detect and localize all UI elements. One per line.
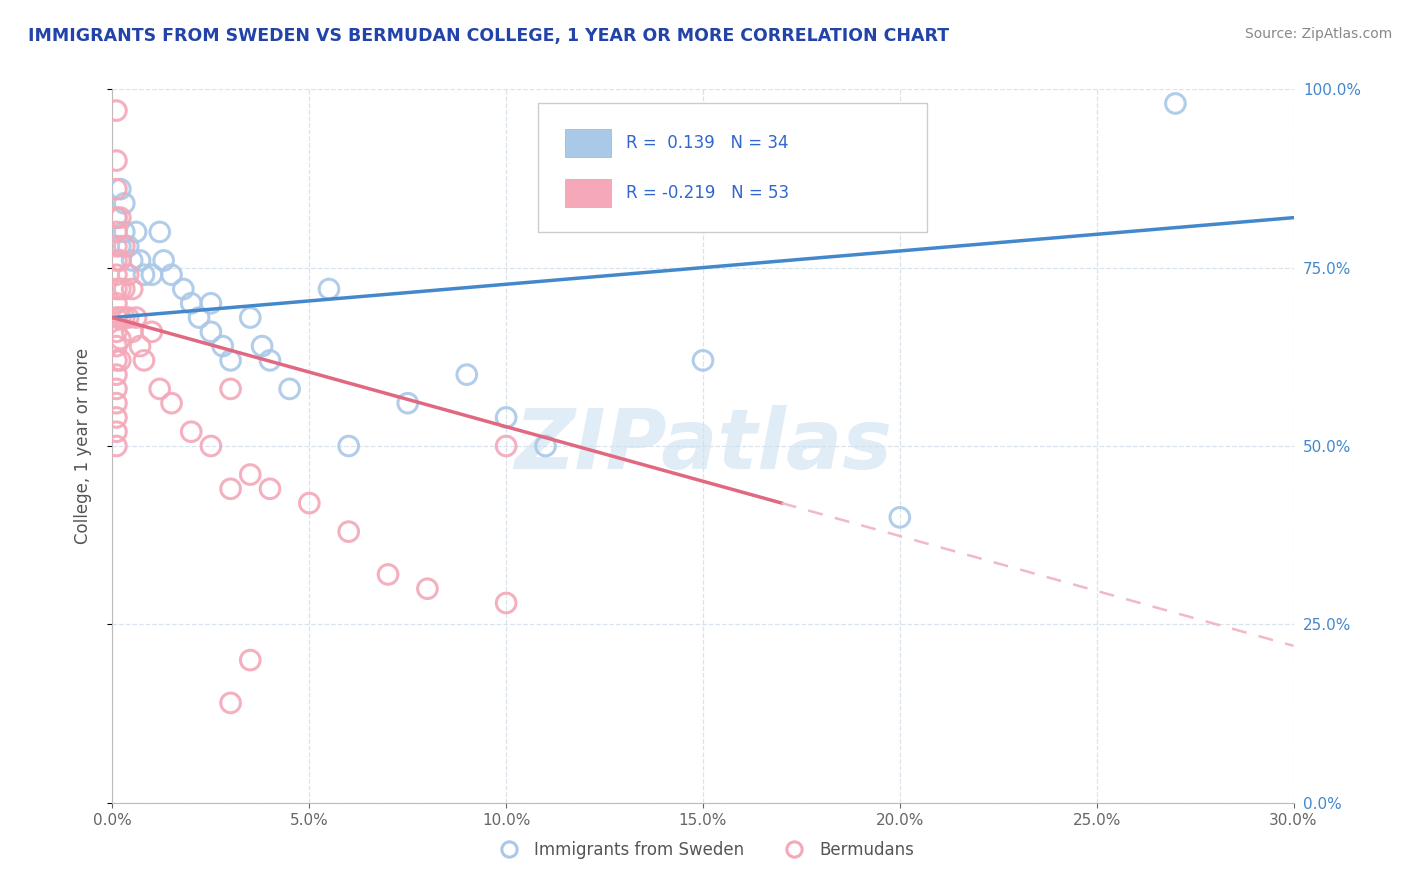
Text: ZIPatlas: ZIPatlas xyxy=(515,406,891,486)
Point xyxy=(110,182,132,196)
Point xyxy=(396,396,419,410)
Point xyxy=(129,253,152,268)
Legend: Immigrants from Sweden, Bermudans: Immigrants from Sweden, Bermudans xyxy=(485,835,921,866)
Point xyxy=(110,239,132,253)
Point xyxy=(298,496,321,510)
Point xyxy=(129,339,152,353)
Point xyxy=(239,310,262,325)
Point xyxy=(534,439,557,453)
Point xyxy=(105,225,128,239)
Point xyxy=(110,211,132,225)
Point xyxy=(889,510,911,524)
Point xyxy=(239,653,262,667)
Point xyxy=(105,339,128,353)
Point xyxy=(105,353,128,368)
Point xyxy=(105,211,128,225)
Point xyxy=(112,225,135,239)
Point xyxy=(495,596,517,610)
Point xyxy=(117,239,139,253)
Point xyxy=(377,567,399,582)
Point xyxy=(132,353,155,368)
Point xyxy=(211,339,233,353)
Point xyxy=(200,439,222,453)
Point xyxy=(337,524,360,539)
Point xyxy=(152,253,174,268)
Point xyxy=(105,282,128,296)
Point xyxy=(105,396,128,410)
Point xyxy=(105,103,128,118)
Point xyxy=(105,368,128,382)
Point xyxy=(105,153,128,168)
Point xyxy=(105,253,128,268)
Point xyxy=(112,282,135,296)
Point xyxy=(110,332,132,346)
Point xyxy=(105,425,128,439)
Point xyxy=(259,353,281,368)
Point xyxy=(110,282,132,296)
Point xyxy=(110,253,132,268)
Point xyxy=(110,353,132,368)
Point xyxy=(125,310,148,325)
Point xyxy=(132,268,155,282)
Point xyxy=(495,410,517,425)
Point xyxy=(200,325,222,339)
Point xyxy=(495,439,517,453)
Point xyxy=(456,368,478,382)
FancyBboxPatch shape xyxy=(565,178,610,207)
Point xyxy=(141,268,163,282)
Point xyxy=(117,268,139,282)
Y-axis label: College, 1 year or more: College, 1 year or more xyxy=(73,348,91,544)
Point xyxy=(121,325,143,339)
Point xyxy=(160,268,183,282)
Point xyxy=(250,339,273,353)
Point xyxy=(278,382,301,396)
Point xyxy=(105,410,128,425)
Point xyxy=(318,282,340,296)
Point xyxy=(180,296,202,310)
FancyBboxPatch shape xyxy=(565,128,610,157)
Point xyxy=(337,439,360,453)
Point xyxy=(180,425,202,439)
Text: R =  0.139   N = 34: R = 0.139 N = 34 xyxy=(626,134,789,152)
Point xyxy=(416,582,439,596)
Point xyxy=(219,482,242,496)
Point xyxy=(149,225,172,239)
Point xyxy=(105,268,128,282)
Point xyxy=(112,239,135,253)
Point xyxy=(149,382,172,396)
Point xyxy=(172,282,194,296)
Point xyxy=(121,282,143,296)
Point xyxy=(239,467,262,482)
Point xyxy=(692,353,714,368)
Text: IMMIGRANTS FROM SWEDEN VS BERMUDAN COLLEGE, 1 YEAR OR MORE CORRELATION CHART: IMMIGRANTS FROM SWEDEN VS BERMUDAN COLLE… xyxy=(28,27,949,45)
Point xyxy=(121,253,143,268)
Point xyxy=(105,310,128,325)
Point xyxy=(105,239,128,253)
Point xyxy=(219,696,242,710)
Point xyxy=(112,196,135,211)
Point xyxy=(125,225,148,239)
Point xyxy=(112,310,135,325)
Point xyxy=(259,482,281,496)
Point xyxy=(200,296,222,310)
Point xyxy=(110,310,132,325)
Point xyxy=(105,439,128,453)
Text: Source: ZipAtlas.com: Source: ZipAtlas.com xyxy=(1244,27,1392,41)
Text: R = -0.219   N = 53: R = -0.219 N = 53 xyxy=(626,184,789,202)
Point xyxy=(117,310,139,325)
FancyBboxPatch shape xyxy=(537,103,928,232)
Point xyxy=(105,325,128,339)
Point xyxy=(188,310,211,325)
Point xyxy=(141,325,163,339)
Point xyxy=(105,296,128,310)
Point xyxy=(219,353,242,368)
Point xyxy=(160,396,183,410)
Point xyxy=(105,382,128,396)
Point xyxy=(1164,96,1187,111)
Point xyxy=(105,211,128,225)
Point xyxy=(219,382,242,396)
Point xyxy=(105,182,128,196)
